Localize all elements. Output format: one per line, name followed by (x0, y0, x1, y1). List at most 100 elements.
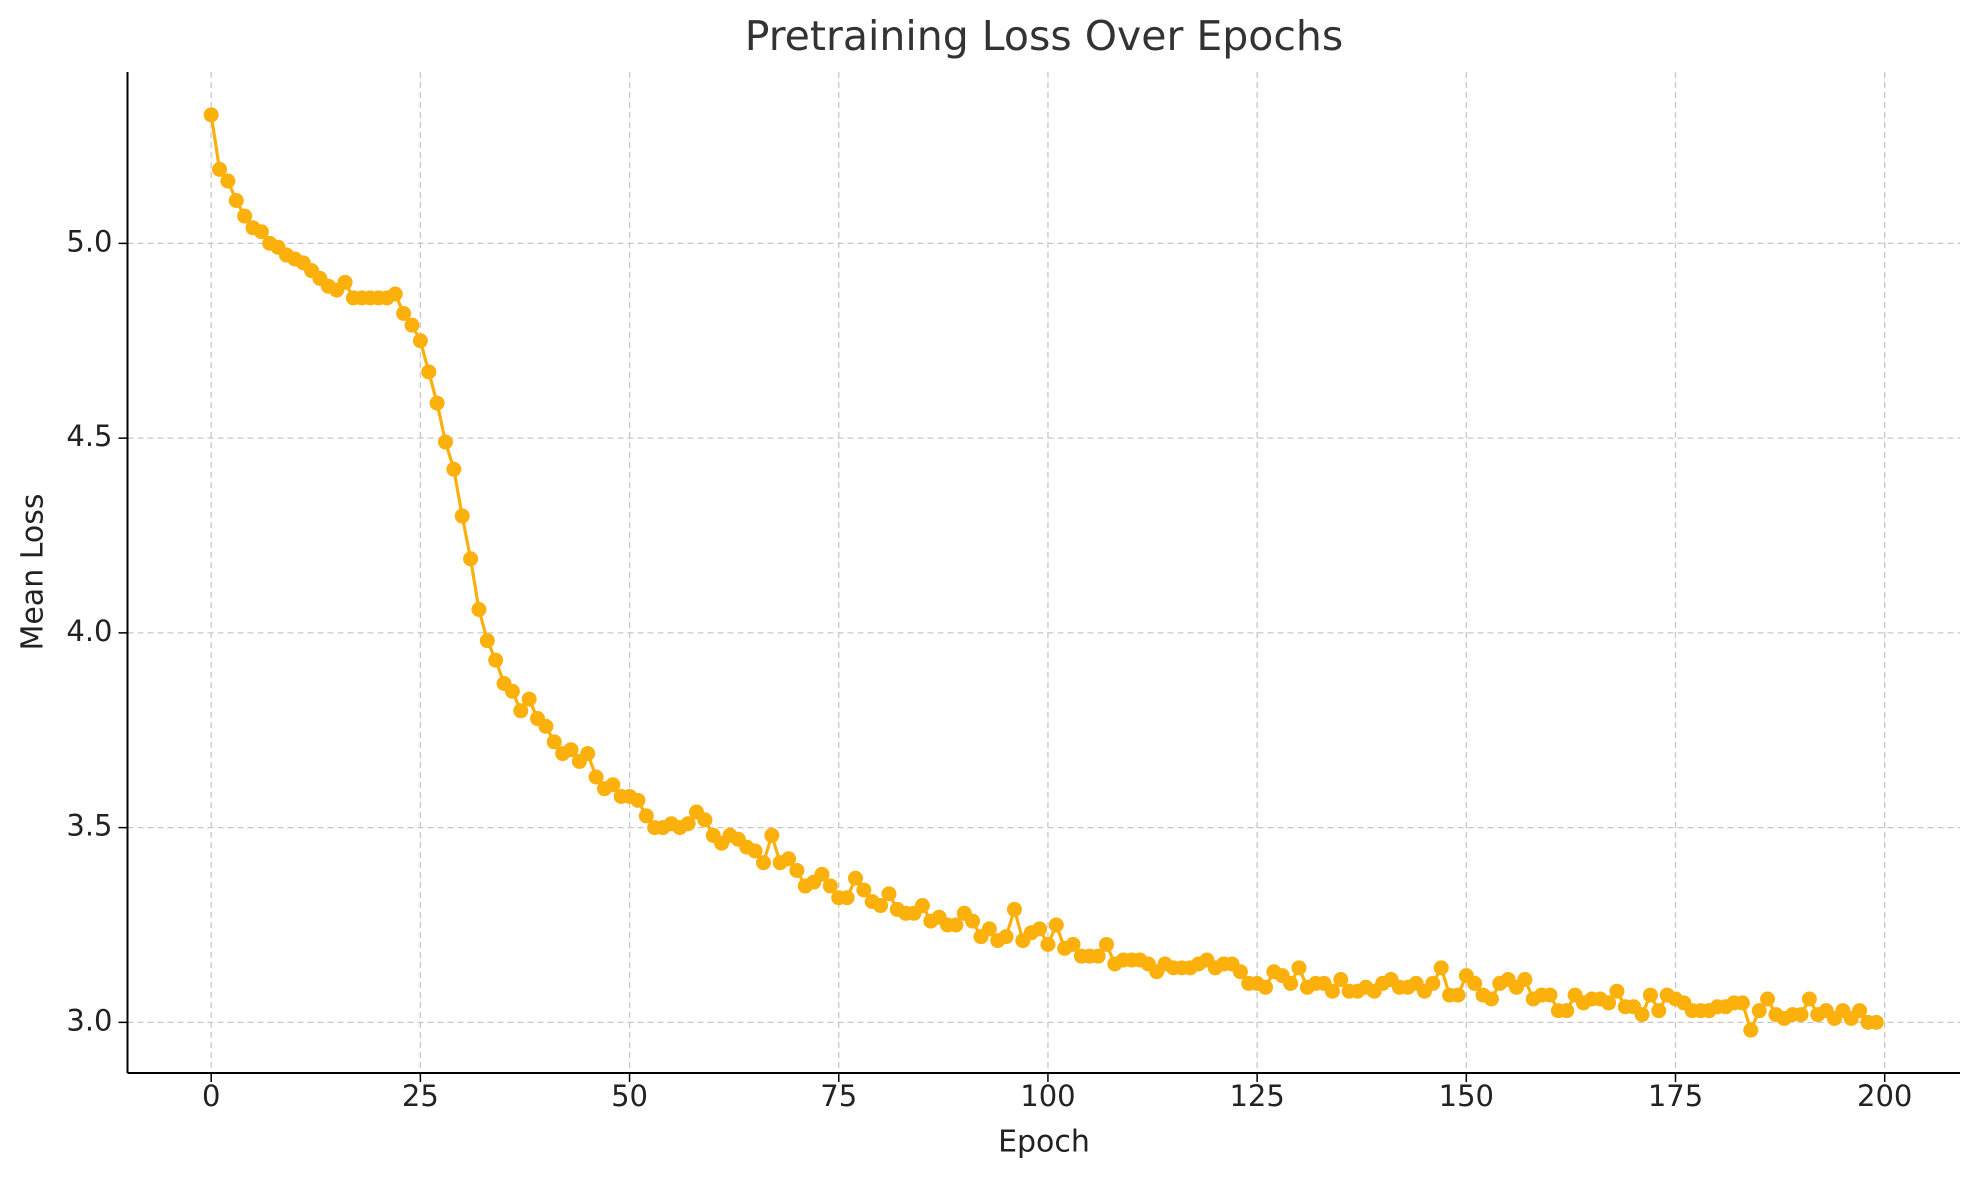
data-point (1324, 983, 1340, 999)
data-point (521, 691, 537, 707)
data-point (220, 173, 236, 189)
data-point (630, 792, 646, 808)
y-axis-label: Mean Loss (16, 493, 51, 650)
data-point (563, 742, 579, 758)
data-point (1801, 991, 1817, 1007)
data-point (1065, 936, 1081, 952)
x-tick-label: 75 (820, 1079, 857, 1113)
data-point (588, 769, 604, 785)
data-point (781, 851, 797, 867)
x-axis-label: Epoch (998, 1125, 1090, 1160)
data-point (396, 305, 412, 321)
data-point (1257, 979, 1273, 995)
data-point (1734, 995, 1750, 1011)
y-tick-label: 3.5 (66, 809, 112, 843)
data-point (605, 777, 621, 793)
data-point (488, 652, 504, 668)
data-point (965, 913, 981, 929)
chart-title: Pretraining Loss Over Epochs (745, 12, 1344, 60)
data-point (1517, 972, 1533, 988)
x-tick-label: 175 (1648, 1079, 1703, 1113)
data-point (237, 208, 253, 224)
data-point (1450, 987, 1466, 1003)
data-point (822, 878, 838, 894)
data-point (429, 395, 445, 411)
data-point (538, 718, 554, 734)
data-point (1793, 1007, 1809, 1023)
data-point (1090, 948, 1106, 964)
data-point (747, 843, 763, 859)
data-point (839, 890, 855, 906)
data-point (580, 746, 596, 762)
data-point (337, 274, 353, 290)
data-point (1232, 964, 1248, 980)
data-point (504, 683, 520, 699)
data-point (1040, 936, 1056, 952)
data-point (1760, 991, 1776, 1007)
x-tick-label: 100 (1020, 1079, 1075, 1113)
data-point (454, 508, 470, 524)
data-point (421, 364, 437, 380)
y-tick-label: 3.0 (66, 1003, 112, 1037)
data-point (680, 816, 696, 832)
grid (127, 72, 1960, 1073)
plot-area (203, 107, 1884, 1038)
data-point (1601, 995, 1617, 1011)
data-point (638, 808, 654, 824)
data-point (463, 551, 479, 567)
data-point (212, 161, 228, 177)
y-tick-label: 5.0 (66, 224, 112, 258)
data-point (1743, 1022, 1759, 1038)
data-point (253, 224, 269, 240)
x-tick-label: 25 (402, 1079, 439, 1113)
x-tick-label: 150 (1439, 1079, 1494, 1113)
data-point (471, 602, 487, 618)
data-point (1852, 1003, 1868, 1019)
x-tick-label: 0 (202, 1079, 220, 1113)
axes: 0 25 50 75 100 125 150 175 200 3.0 3.5 4.0 4.5 5.0 (66, 72, 1960, 1113)
data-point (1542, 987, 1558, 1003)
data-point (1559, 1003, 1575, 1019)
data-point (847, 870, 863, 886)
data-point (1651, 1003, 1667, 1019)
data-point (1006, 901, 1022, 917)
data-point (479, 633, 495, 649)
data-point (697, 812, 713, 828)
data-point (998, 929, 1014, 945)
data-point (412, 333, 428, 349)
data-point (1099, 936, 1115, 952)
data-point (789, 862, 805, 878)
loss-line (209, 114, 1877, 1032)
x-tick-label: 200 (1857, 1079, 1912, 1113)
data-point (1609, 983, 1625, 999)
data-point (873, 898, 889, 914)
data-point (948, 917, 964, 933)
data-point (1634, 1007, 1650, 1023)
x-tick-label: 50 (611, 1079, 648, 1113)
data-point (764, 827, 780, 843)
data-point (1483, 991, 1499, 1007)
data-point (1291, 960, 1307, 976)
data-point (881, 886, 897, 902)
data-point (1333, 972, 1349, 988)
data-point (1433, 960, 1449, 976)
y-tick-label: 4.0 (66, 614, 112, 648)
data-point (1868, 1014, 1884, 1030)
data-point (1642, 987, 1658, 1003)
data-point (546, 734, 562, 750)
x-tick-label: 125 (1229, 1079, 1284, 1113)
data-point (981, 921, 997, 937)
data-point (1425, 975, 1441, 991)
data-point (203, 107, 219, 123)
data-point (446, 461, 462, 477)
data-point (914, 898, 930, 914)
data-point (228, 193, 244, 209)
data-point (1048, 917, 1064, 933)
data-point (513, 703, 529, 719)
data-point (1751, 1003, 1767, 1019)
data-point (437, 434, 453, 450)
data-point (404, 317, 420, 333)
data-point (814, 866, 830, 882)
data-point (1283, 975, 1299, 991)
